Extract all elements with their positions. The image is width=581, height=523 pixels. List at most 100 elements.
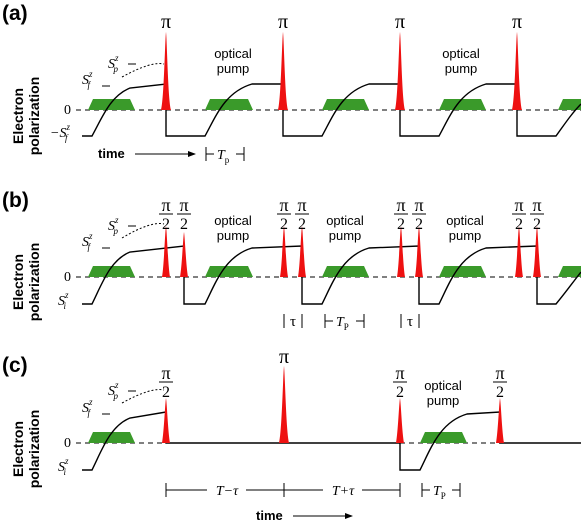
svg-text:Szp: Sz p [108,215,119,236]
panel-c-sp-label: Sz p [108,380,136,401]
panel-b-pump-block-4 [439,266,486,277]
panel-b: (b) Electron polarization 0 π 2 π [2,189,581,332]
svg-text:Szi: Sz i [58,456,69,477]
panel-b-tp-bracket: TP [324,314,365,332]
panel-a-pi-label-2: π [278,11,288,33]
panel-c-pump-label-line1: optical [424,378,462,393]
svg-text:2: 2 [162,384,170,401]
panel-b-tau-bracket-2: τ [400,314,420,330]
panel-a-pump-label-2-line2: pump [445,61,478,76]
svg-text:2: 2 [280,216,288,233]
panel-a-pump-block-5 [558,99,581,110]
panel-a-trace [82,83,581,137]
panel-a-pi-pulse-3 [395,32,405,110]
panel-a-pump-block-2 [205,99,253,110]
panel-b-pi2-label-3b: π 2 [412,195,426,233]
panel-b-pi2-label-4a: π 2 [512,195,526,233]
panel-b-pi2-pulse-3b [415,226,423,277]
svg-text:Szp: Sz p [108,53,119,74]
panel-c-pump-label-line2: pump [427,393,460,408]
svg-text:τ: τ [407,314,413,330]
panel-b-tag: (b) [2,189,29,212]
panel-b-pump-label-1-line2: pump [217,228,250,243]
panel-c-pi2-label-1: π 2 [159,363,173,401]
panel-b-ylabel-line2: polarization [26,243,42,322]
panel-c: (c) Electron polarization 0 π 2 π π 2 π [2,346,581,523]
panel-a-time-label: time [98,146,125,161]
panel-c-pi2-pulse-1 [162,398,170,443]
panel-c-sf-label: Sz f [82,397,110,418]
panel-b-pi2-label-1a: π 2 [159,195,173,233]
panel-b-pi2-pulse-3a [397,226,405,277]
panel-c-pi2-label-3: π 2 [493,363,507,401]
panel-c-low-label: Sz i [58,456,69,477]
panel-c-pi-pulse [279,366,289,443]
panel-a-pi-pulse-4 [512,32,522,110]
panel-c-pump-block-2 [420,432,467,443]
panel-b-pump-label-2-line2: pump [329,228,362,243]
panel-a-pi-pulse-1 [161,32,171,110]
svg-text:Szf: Sz f [82,231,93,252]
panel-a-tp-bracket: Tp [205,147,245,165]
panel-a-ylabel-line1: Electron [10,88,26,144]
panel-b-sp-dotted [121,223,165,239]
panel-a-pump-block-3 [322,99,369,110]
panel-a-sf-label: Sz f [82,69,110,90]
panel-c-t-plus-bracket: T+τ [284,483,401,499]
svg-text:π: π [297,195,306,215]
panel-b-pump-block-5 [558,266,581,277]
svg-text:τ: τ [290,314,296,330]
panel-b-ylabel-line1: Electron [10,254,26,310]
panel-b-pi2-pulse-2b [298,226,306,277]
svg-text:2: 2 [496,384,504,401]
panel-c-pi-label: π [279,346,289,368]
panel-b-pump-block-3 [322,266,369,277]
panel-b-low-label: Sz i [58,290,69,311]
panel-c-ylabel: Electron polarization [10,410,42,489]
panel-a-ylabel: Electron polarization [10,77,42,156]
panel-b-pi2-pulse-1a [162,226,170,277]
panel-b-zero-label: 0 [64,270,71,285]
panel-b-pump-block-2 [205,266,253,277]
panel-c-tp-bracket: TP [421,483,461,501]
panel-a-low-label: −Sz f [50,122,70,143]
panel-c-pi2-pulse-2 [396,398,404,443]
panel-c-t-minus-bracket: T−τ [165,483,285,499]
svg-text:TP: TP [433,484,446,501]
svg-text:π: π [279,195,288,215]
panel-b-pump-label-3-line1: optical [446,213,484,228]
panel-b-pi2-pulse-4b [533,226,541,277]
svg-text:π: π [395,363,404,383]
svg-text:2: 2 [396,384,404,401]
panel-b-sp-label: Sz p [108,215,136,236]
panel-a-zero-label: 0 [64,103,71,118]
svg-text:2: 2 [397,216,405,233]
panel-a-pi-label-4: π [512,11,522,33]
panel-c-ylabel-line2: polarization [26,410,42,489]
panel-a-pump-label-2-line1: optical [442,46,480,61]
panel-b-pi2-pulse-4a [515,226,523,277]
svg-text:2: 2 [415,216,423,233]
svg-text:2: 2 [298,216,306,233]
svg-text:2: 2 [515,216,523,233]
panel-c-trace [82,411,581,471]
panel-c-pi2-label-2: π 2 [393,363,407,401]
panel-b-pi2-label-4b: π 2 [530,195,544,233]
svg-text:Tp: Tp [217,148,230,165]
panel-c-time-label: time [256,508,283,523]
panel-b-tau-bracket-1: τ [283,314,303,330]
svg-text:T−τ: T−τ [216,484,239,499]
svg-text:2: 2 [533,216,541,233]
svg-text:Szf: Sz f [82,397,93,418]
panel-b-sf-label: Sz f [82,231,110,252]
panel-b-pump-block-1 [88,266,135,277]
panel-c-sp-dotted [121,389,165,404]
panel-b-ylabel: Electron polarization [10,243,42,322]
panel-b-pi2-label-1b: π 2 [177,195,191,233]
panel-a-sp-label: Sz p [108,53,136,74]
panel-c-ylabel-line1: Electron [10,421,26,477]
panel-a-pi-pulse-2 [278,32,288,110]
panel-b-pi2-label-2b: π 2 [295,195,309,233]
svg-text:π: π [532,195,541,215]
svg-text:2: 2 [180,216,188,233]
